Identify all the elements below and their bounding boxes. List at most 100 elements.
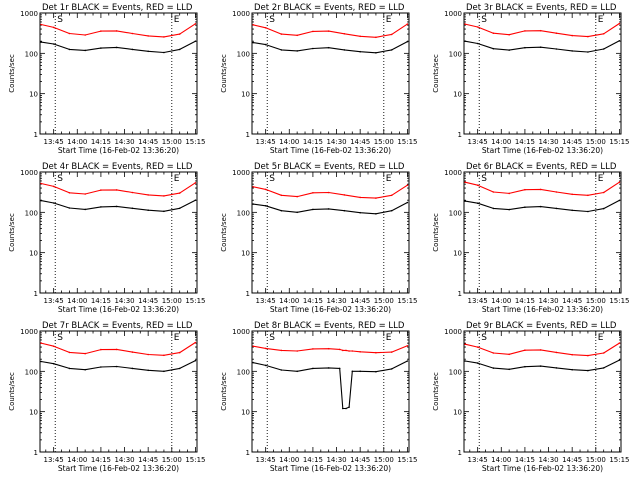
marker-label-S: S — [481, 333, 487, 343]
x-tick-label: 14:30 — [538, 297, 558, 305]
chart-panel: Det 3r BLACK = Events, RED = LLD 1 10 100 10… — [432, 3, 630, 155]
chart-title: Det 4r BLACK = Events, RED = LLD — [42, 162, 193, 172]
data-point — [555, 351, 558, 354]
data-point — [524, 349, 526, 352]
data-point — [375, 36, 377, 39]
data-point — [163, 370, 165, 373]
y-tick-label: 1 — [246, 131, 250, 139]
y-axis-label: Counts/sec — [432, 213, 440, 252]
data-point — [163, 354, 165, 357]
data-point — [68, 351, 71, 354]
data-point — [539, 365, 542, 367]
data-point — [338, 348, 341, 351]
data-point — [571, 209, 573, 212]
chart-title: Det 2r BLACK = Events, RED = LLD — [254, 3, 405, 13]
x-tick-label: 15:15 — [397, 138, 417, 146]
data-point — [52, 345, 55, 348]
data-point — [508, 33, 511, 36]
data-point — [296, 350, 299, 352]
data-point — [390, 33, 393, 36]
series-line-events — [465, 359, 620, 372]
plot-frame — [251, 330, 410, 453]
plot-frame — [463, 12, 622, 135]
data-point — [524, 206, 526, 208]
x-tick-label: 14:00 — [67, 456, 87, 464]
x-tick-label: 14:45 — [138, 138, 158, 146]
x-tick-label: 15:00 — [374, 297, 394, 305]
data-point — [406, 360, 409, 362]
data-point — [178, 351, 181, 354]
y-tick-label: 1000 — [444, 328, 462, 336]
x-tick-label: 14:45 — [350, 138, 370, 146]
y-tick-label: 10 — [453, 409, 462, 417]
chart-panel: Det 6r BLACK = Events, RED = LLD 1 10 100 10… — [432, 162, 630, 314]
data-point — [312, 348, 314, 350]
data-point — [492, 47, 495, 50]
data-point — [40, 23, 42, 26]
data-point — [602, 48, 605, 50]
marker-label-E: E — [174, 174, 180, 184]
data-point — [131, 32, 134, 35]
data-point — [296, 34, 299, 37]
data-point — [508, 208, 511, 211]
y-tick-label: 100 — [25, 209, 38, 217]
chart-panel: Det 9r BLACK = Events, RED = LLD 1 10 100 10… — [432, 321, 630, 473]
data-point — [524, 188, 526, 191]
data-point — [264, 205, 267, 207]
data-point — [296, 211, 299, 214]
data-point — [178, 207, 181, 210]
x-tick-label: 14:45 — [350, 456, 370, 464]
x-tick-label: 14:30 — [326, 456, 346, 464]
data-point — [68, 32, 71, 35]
data-point — [100, 189, 102, 191]
data-point — [345, 349, 347, 352]
data-point — [147, 209, 149, 211]
data-point — [163, 210, 165, 213]
x-tick-label: 14:00 — [67, 138, 87, 146]
y-tick-label: 1 — [458, 131, 462, 139]
data-point — [178, 48, 181, 51]
y-tick-label: 100 — [25, 50, 38, 58]
x-tick-label: 14:00 — [491, 297, 511, 305]
marker-label-S: S — [57, 15, 63, 25]
data-point — [100, 47, 102, 49]
data-point — [539, 205, 542, 208]
data-point — [587, 194, 589, 197]
data-point — [476, 202, 479, 204]
data-point — [40, 360, 42, 363]
data-point — [338, 367, 341, 370]
data-point — [52, 26, 55, 29]
data-point — [571, 193, 573, 196]
data-point — [327, 208, 330, 210]
data-point — [476, 346, 479, 348]
data-point — [52, 43, 55, 45]
data-point — [342, 349, 344, 352]
data-point — [348, 350, 350, 352]
data-point — [84, 34, 86, 36]
data-point — [476, 42, 479, 45]
x-tick-label: 14:45 — [138, 297, 158, 305]
x-tick-label: 15:00 — [162, 138, 182, 146]
x-axis-label: Start Time (16-Feb-02 13:36:20) — [482, 305, 603, 314]
data-point — [359, 50, 362, 53]
chart-panel: Det 8r BLACK = Events, RED = LLD 1 10 100 10… — [220, 321, 418, 473]
data-point — [602, 33, 605, 35]
x-tick-label: 14:45 — [562, 297, 582, 305]
data-point — [464, 360, 466, 362]
data-point — [312, 208, 314, 211]
x-tick-label: 15:15 — [185, 456, 205, 464]
series-line-events — [465, 40, 620, 53]
data-point — [406, 184, 409, 186]
x-axis-label: Start Time (16-Feb-02 13:36:20) — [482, 146, 603, 155]
data-point — [327, 46, 330, 49]
data-point — [178, 367, 181, 370]
x-tick-label: 13:45 — [468, 456, 488, 464]
x-tick-label: 14:15 — [515, 456, 535, 464]
x-tick-label: 14:30 — [538, 456, 558, 464]
data-point — [178, 192, 181, 194]
x-tick-label: 14:15 — [91, 297, 111, 305]
data-point — [131, 351, 134, 353]
y-tick-label: 1000 — [232, 10, 250, 18]
marker-label-S: S — [269, 15, 275, 25]
data-point — [464, 343, 466, 346]
